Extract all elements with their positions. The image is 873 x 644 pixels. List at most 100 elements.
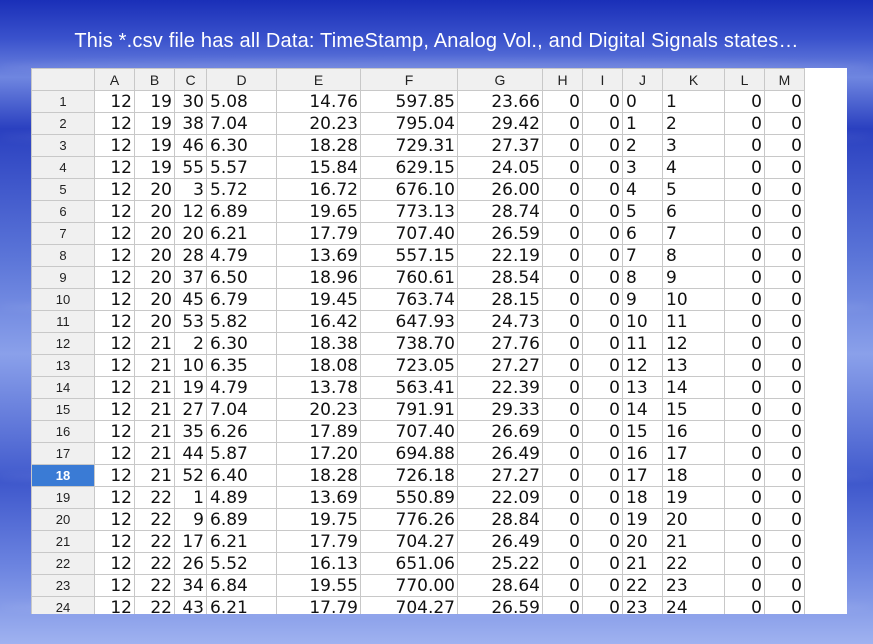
table-cell[interactable]: 4.89 xyxy=(206,486,277,509)
table-cell[interactable]: 0 xyxy=(724,112,765,135)
table-cell[interactable]: 0 xyxy=(582,398,623,421)
table-cell[interactable]: 10 xyxy=(662,288,725,311)
table-cell[interactable]: 12 xyxy=(94,508,135,531)
table-cell[interactable]: 0 xyxy=(764,244,805,267)
table-cell[interactable]: 0 xyxy=(542,596,583,614)
table-cell[interactable]: 0 xyxy=(724,574,765,597)
table-cell[interactable]: 2 xyxy=(622,134,663,157)
table-cell[interactable]: 17.20 xyxy=(276,442,361,465)
table-cell[interactable]: 21 xyxy=(134,464,175,487)
table-cell[interactable]: 563.41 xyxy=(360,376,458,399)
table-cell[interactable]: 0 xyxy=(622,90,663,113)
row-header[interactable]: 6 xyxy=(31,200,95,223)
table-cell[interactable]: 20 xyxy=(662,508,725,531)
table-cell[interactable]: 44 xyxy=(174,442,207,465)
column-header[interactable]: M xyxy=(764,68,805,91)
table-cell[interactable]: 20 xyxy=(134,178,175,201)
table-cell[interactable]: 15 xyxy=(622,420,663,443)
table-cell[interactable]: 0 xyxy=(542,398,583,421)
table-cell[interactable]: 34 xyxy=(174,574,207,597)
table-cell[interactable]: 0 xyxy=(582,178,623,201)
row-header[interactable]: 21 xyxy=(31,530,95,553)
table-cell[interactable]: 0 xyxy=(542,508,583,531)
table-cell[interactable]: 763.74 xyxy=(360,288,458,311)
row-header[interactable]: 3 xyxy=(31,134,95,157)
table-cell[interactable]: 23.66 xyxy=(457,90,543,113)
table-cell[interactable]: 20 xyxy=(134,310,175,333)
table-cell[interactable]: 791.91 xyxy=(360,398,458,421)
table-cell[interactable]: 10 xyxy=(174,354,207,377)
table-cell[interactable]: 629.15 xyxy=(360,156,458,179)
table-cell[interactable]: 25.22 xyxy=(457,552,543,575)
row-header[interactable]: 4 xyxy=(31,156,95,179)
table-cell[interactable]: 5 xyxy=(622,200,663,223)
table-cell[interactable]: 45 xyxy=(174,288,207,311)
table-cell[interactable]: 4 xyxy=(622,178,663,201)
column-header[interactable]: I xyxy=(582,68,623,91)
table-cell[interactable]: 0 xyxy=(764,420,805,443)
table-cell[interactable]: 14 xyxy=(662,376,725,399)
table-cell[interactable]: 0 xyxy=(764,288,805,311)
table-cell[interactable]: 28.15 xyxy=(457,288,543,311)
table-cell[interactable]: 0 xyxy=(542,354,583,377)
table-cell[interactable]: 6.21 xyxy=(206,596,277,614)
table-cell[interactable]: 12 xyxy=(94,90,135,113)
table-cell[interactable]: 0 xyxy=(724,288,765,311)
table-cell[interactable]: 26.69 xyxy=(457,420,543,443)
table-cell[interactable]: 5.72 xyxy=(206,178,277,201)
table-cell[interactable]: 647.93 xyxy=(360,310,458,333)
table-cell[interactable]: 22 xyxy=(134,552,175,575)
table-cell[interactable]: 18.38 xyxy=(276,332,361,355)
table-cell[interactable]: 29.42 xyxy=(457,112,543,135)
table-cell[interactable]: 28.84 xyxy=(457,508,543,531)
table-cell[interactable]: 0 xyxy=(724,134,765,157)
table-cell[interactable]: 8 xyxy=(662,244,725,267)
table-cell[interactable]: 22 xyxy=(662,552,725,575)
table-cell[interactable]: 0 xyxy=(542,486,583,509)
table-cell[interactable]: 12 xyxy=(94,486,135,509)
table-cell[interactable]: 35 xyxy=(174,420,207,443)
table-cell[interactable]: 729.31 xyxy=(360,134,458,157)
table-cell[interactable]: 12 xyxy=(94,398,135,421)
table-cell[interactable]: 4 xyxy=(662,156,725,179)
table-cell[interactable]: 0 xyxy=(764,90,805,113)
row-header[interactable]: 1 xyxy=(31,90,95,113)
table-cell[interactable]: 26 xyxy=(174,552,207,575)
table-cell[interactable]: 723.05 xyxy=(360,354,458,377)
table-cell[interactable]: 0 xyxy=(724,178,765,201)
table-cell[interactable]: 773.13 xyxy=(360,200,458,223)
table-cell[interactable]: 0 xyxy=(724,596,765,614)
table-cell[interactable]: 28.54 xyxy=(457,266,543,289)
table-cell[interactable]: 20 xyxy=(134,244,175,267)
row-header[interactable]: 24 xyxy=(31,596,95,614)
table-cell[interactable]: 0 xyxy=(542,420,583,443)
table-cell[interactable]: 0 xyxy=(582,288,623,311)
table-cell[interactable]: 19 xyxy=(622,508,663,531)
column-header[interactable]: C xyxy=(174,68,207,91)
table-cell[interactable]: 23 xyxy=(662,574,725,597)
table-cell[interactable]: 651.06 xyxy=(360,552,458,575)
table-cell[interactable]: 5.82 xyxy=(206,310,277,333)
table-cell[interactable]: 17 xyxy=(174,530,207,553)
table-cell[interactable]: 22.09 xyxy=(457,486,543,509)
table-cell[interactable]: 0 xyxy=(724,398,765,421)
table-cell[interactable]: 0 xyxy=(582,464,623,487)
table-cell[interactable]: 4.79 xyxy=(206,376,277,399)
table-cell[interactable]: 0 xyxy=(724,156,765,179)
table-cell[interactable]: 0 xyxy=(724,200,765,223)
table-cell[interactable]: 16.42 xyxy=(276,310,361,333)
table-cell[interactable]: 726.18 xyxy=(360,464,458,487)
table-cell[interactable]: 6 xyxy=(662,200,725,223)
table-cell[interactable]: 20 xyxy=(134,222,175,245)
table-cell[interactable]: 0 xyxy=(724,332,765,355)
column-header[interactable]: K xyxy=(662,68,725,91)
table-cell[interactable]: 12 xyxy=(174,200,207,223)
table-cell[interactable]: 6.84 xyxy=(206,574,277,597)
row-header[interactable]: 15 xyxy=(31,398,95,421)
table-cell[interactable]: 1 xyxy=(174,486,207,509)
table-cell[interactable]: 15.84 xyxy=(276,156,361,179)
table-cell[interactable]: 26.49 xyxy=(457,530,543,553)
row-header[interactable]: 17 xyxy=(31,442,95,465)
table-cell[interactable]: 30 xyxy=(174,90,207,113)
table-cell[interactable]: 3 xyxy=(174,178,207,201)
